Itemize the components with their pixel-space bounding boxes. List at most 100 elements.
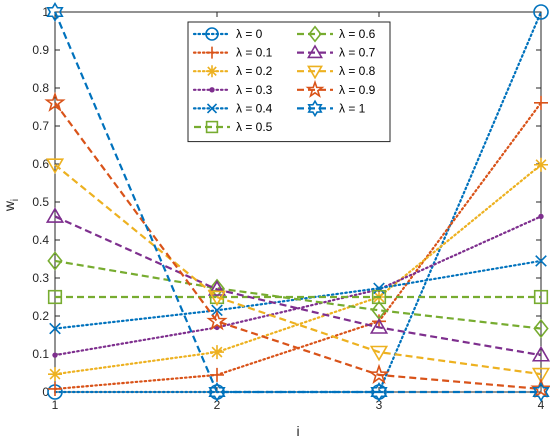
legend-label: λ = 0.6 xyxy=(339,27,376,41)
legend-entry: λ = 0.3 xyxy=(192,83,273,97)
series-7 xyxy=(45,207,550,362)
y-tick-label: 0.1 xyxy=(32,347,49,361)
y-tick-label: 0 xyxy=(42,385,49,399)
data-point xyxy=(208,382,226,402)
y-tick-label: 0.2 xyxy=(32,309,49,323)
series-3 xyxy=(52,213,544,358)
legend-label: λ = 0.2 xyxy=(236,64,273,78)
data-point xyxy=(533,4,549,20)
data-point xyxy=(531,367,550,384)
data-point xyxy=(307,65,323,80)
data-point xyxy=(371,289,387,305)
data-point xyxy=(44,91,66,112)
legend: λ = 0 λ = 0.1 λ = 0.2 λ = 0.3 λ = 0.4 λ = 0.5… xyxy=(187,21,391,143)
series-layer xyxy=(44,2,550,402)
data-point xyxy=(209,87,215,93)
data-point xyxy=(531,345,550,362)
legend-label: λ = 0.4 xyxy=(236,101,273,115)
data-point xyxy=(206,65,218,78)
x-tick-label: 3 xyxy=(376,398,383,412)
x-axis-label: i xyxy=(296,423,299,439)
x-tick-label: 4 xyxy=(538,398,545,412)
y-axis-label-main: w xyxy=(1,200,17,212)
data-point xyxy=(538,213,544,220)
svg-text:wi: wi xyxy=(1,199,21,212)
series-line xyxy=(53,163,543,376)
data-point xyxy=(210,345,224,360)
legend-label: λ = 0.1 xyxy=(236,46,273,60)
y-tick-label: 0.8 xyxy=(32,81,49,95)
y-axis-label-subscript: i xyxy=(10,199,21,201)
data-point xyxy=(52,352,58,358)
legend-label: λ = 0 xyxy=(236,27,263,41)
data-point xyxy=(207,290,227,307)
data-point xyxy=(373,282,385,295)
legend-label: λ = 0.9 xyxy=(339,83,376,97)
legend-entry: λ = 0.4 xyxy=(192,101,273,115)
series-line xyxy=(53,10,543,394)
legend-entry: λ = 0.8 xyxy=(297,64,376,80)
data-point xyxy=(206,46,218,59)
data-point xyxy=(368,363,390,384)
legend-label: λ = 0.7 xyxy=(339,46,376,60)
data-point xyxy=(205,27,219,41)
data-point xyxy=(47,251,63,271)
data-point xyxy=(533,289,549,305)
data-point xyxy=(206,310,228,331)
data-point xyxy=(370,382,388,402)
data-point xyxy=(535,255,547,267)
y-tick-label: 0.9 xyxy=(32,43,49,57)
data-point xyxy=(372,314,386,329)
legend-box xyxy=(187,21,391,143)
legend-entry: λ = 0.9 xyxy=(297,79,376,98)
series-line xyxy=(54,102,542,391)
data-point xyxy=(534,95,548,110)
y-tick-label: 1 xyxy=(42,5,49,19)
legend-entry: λ = 0 xyxy=(192,27,263,41)
data-point xyxy=(206,103,218,114)
legend-label: λ = 1 xyxy=(339,101,366,115)
data-point xyxy=(207,280,227,296)
series-line xyxy=(53,215,543,357)
data-point xyxy=(307,99,323,118)
legend-entry: λ = 0.1 xyxy=(192,46,273,60)
legend-entry: λ = 0.6 xyxy=(297,25,376,43)
data-point xyxy=(46,2,64,22)
series-8 xyxy=(45,158,550,384)
data-point xyxy=(45,158,65,175)
series-10 xyxy=(46,2,550,402)
y-tick-label: 0.3 xyxy=(32,271,49,285)
data-point xyxy=(534,157,548,172)
y-axis-label: wi xyxy=(1,199,21,212)
x-tick-label: 2 xyxy=(214,398,221,412)
legend-entry: λ = 0.5 xyxy=(194,120,273,134)
legend-label: λ = 0.5 xyxy=(236,120,273,134)
data-point xyxy=(305,79,325,98)
series-line xyxy=(54,215,542,357)
data-point xyxy=(308,25,322,43)
y-tick-label: 0.4 xyxy=(32,233,49,247)
series-line xyxy=(54,259,542,330)
data-point xyxy=(48,381,62,396)
data-point xyxy=(369,318,389,334)
data-point xyxy=(45,207,65,223)
legend-label: λ = 0.8 xyxy=(339,64,376,78)
data-point xyxy=(47,289,63,305)
data-point xyxy=(49,322,61,335)
x-tick-label: 1 xyxy=(52,398,59,412)
legend-entry: λ = 0.2 xyxy=(192,64,273,78)
y-tick-label: 0.7 xyxy=(32,119,49,133)
data-point xyxy=(48,367,62,382)
data-point xyxy=(205,120,219,134)
y-tick-label: 0.5 xyxy=(32,195,49,209)
data-point xyxy=(532,382,550,402)
data-point xyxy=(369,345,389,362)
legend-entry: λ = 1 xyxy=(297,99,366,118)
series-line xyxy=(54,163,542,376)
data-point xyxy=(210,367,224,382)
legend-label: λ = 0.3 xyxy=(236,83,273,97)
y-tick-label: 0.6 xyxy=(32,157,49,171)
legend-entry: λ = 0.7 xyxy=(297,44,376,60)
data-point xyxy=(307,44,323,59)
